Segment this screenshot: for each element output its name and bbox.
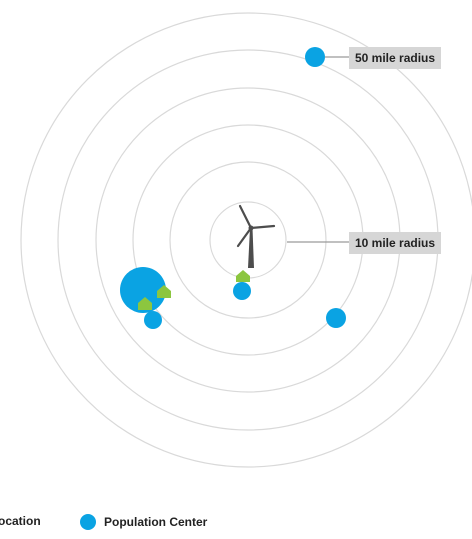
ring-1 (209, 201, 287, 279)
inner-radius-label: 10 mile radius (349, 232, 442, 254)
legend-population-center: Population Center (80, 514, 207, 530)
outer-radius-label: 50 mile radius (349, 47, 442, 69)
population-dot-icon (233, 282, 251, 300)
home-icon (236, 270, 250, 282)
population-dot-icon (80, 514, 96, 530)
population-dot-icon (326, 308, 346, 328)
ring-6 (20, 12, 472, 468)
legend-population-label: Population Center (104, 515, 208, 529)
population-dot-icon (120, 267, 166, 313)
legend-location-label: ocation (0, 514, 41, 528)
population-dot-icon (144, 311, 162, 329)
home-icon (157, 285, 171, 298)
wind-turbine-icon (236, 204, 276, 268)
legend-location: ocation (0, 514, 41, 528)
ring-2 (169, 161, 327, 319)
population-dot-icon (305, 47, 325, 67)
home-icon (138, 297, 152, 310)
